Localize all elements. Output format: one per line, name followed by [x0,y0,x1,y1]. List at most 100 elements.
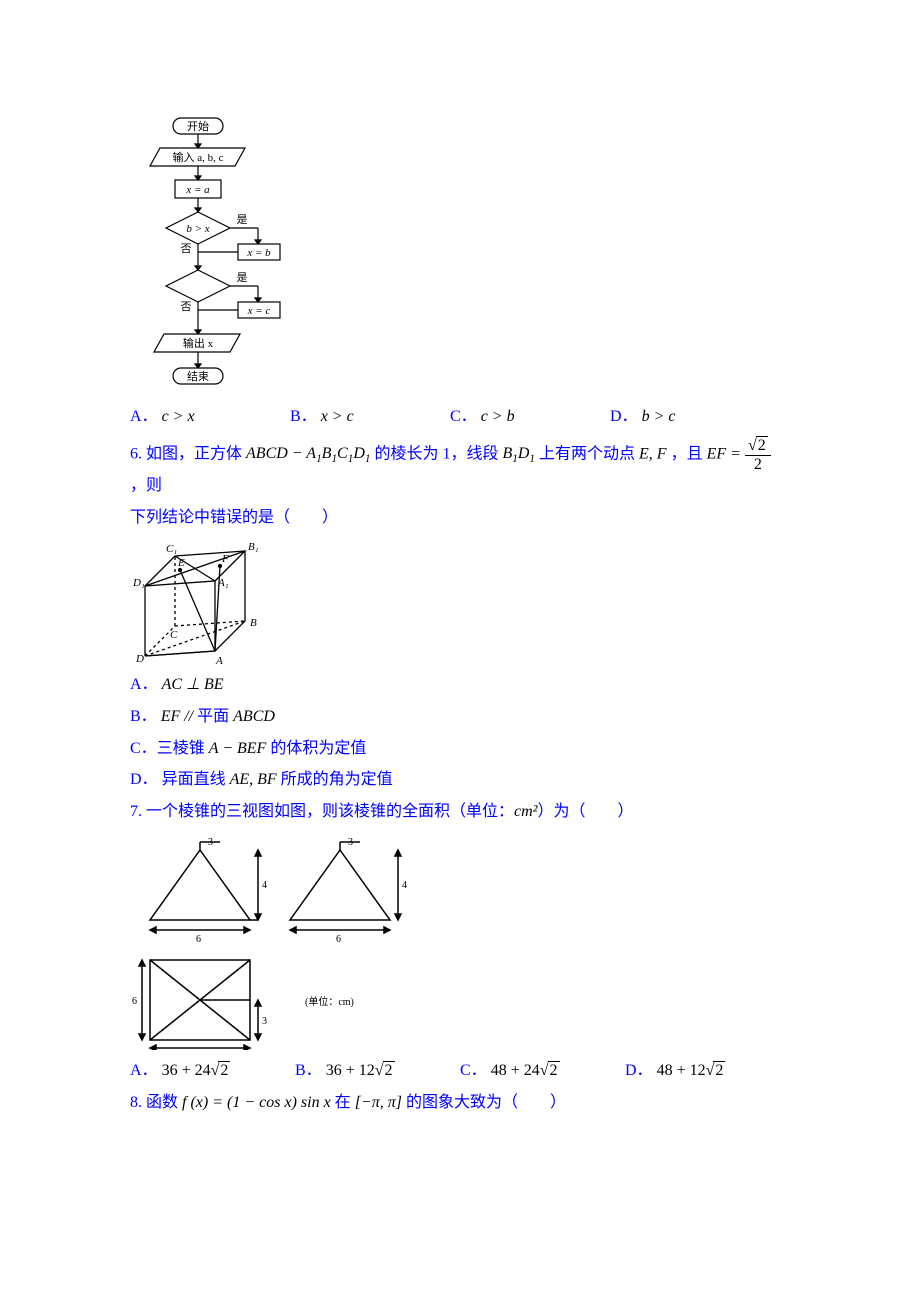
fraction: 2 2 [745,436,771,473]
text: 7. 一个棱锥的三视图如图，则该棱锥的全面积（单位： [130,803,514,820]
opt-text: 异面直线 [158,771,230,788]
svg-text:A₁: A₁ [217,577,229,589]
svg-text:否: 否 [181,301,192,313]
opt-label: B． [290,408,317,425]
q6-stem-line1: 6. 如图，正方体 ABCD − A1B1C1D1 的棱长为 1，线段 B1D1… [130,436,790,499]
svg-text:A: A [215,655,223,666]
svg-text:6: 6 [196,934,201,945]
opt-expr: 36 + 122 [326,1062,395,1079]
opt-text: 所成的角为定值 [277,771,393,788]
svg-text:x = a: x = a [185,184,210,196]
flowchart-svg: 开始 输入 a, b, c x = a b > x 是 [130,116,300,396]
q5-opt-a: A． c > x [130,402,290,426]
cube-name: ABCD − A1B1C1D1 [246,445,370,462]
text: 8. 函数 [130,1094,182,1111]
opt-expr: b > c [642,408,676,425]
opt-expr: c > x [162,408,195,425]
opt-label: C． [130,740,157,757]
text: ，则 [130,477,162,494]
q6-opt-d: D． 异面直线 AE, BF 所成的角为定值 [130,767,790,793]
svg-text:结束: 结束 [187,370,209,383]
opt-label: A． [130,1062,158,1079]
opt-label: B． [130,708,157,725]
q5-opt-b: B． x > c [290,402,450,426]
opt-label: A． [130,408,158,425]
q5-opt-c: C． c > b [450,402,610,426]
text: 的棱长为 1，线段 [374,445,502,462]
svg-text:x = c: x = c [247,305,271,317]
opt-expr: 48 + 242 [491,1062,560,1079]
svg-text:否: 否 [181,243,192,255]
opt-expr: AC ⊥ BE [162,676,224,693]
opt-expr: A − BEF [209,740,267,757]
svg-text:4: 4 [262,880,267,891]
svg-text:b > x: b > x [186,223,209,235]
svg-text:C₁: C₁ [166,543,177,555]
q7-opt-c: C． 48 + 242 [460,1056,625,1080]
cube-svg: D A B C D₁ A₁ B₁ C₁ E F [130,536,270,666]
svg-text:(单位：cm): (单位：cm) [305,995,354,1008]
text: 在 [335,1094,355,1111]
svg-text:E: E [177,557,185,569]
opt-expr: c > b [481,408,515,425]
opt-label: D． [610,408,638,425]
q7-opt-a: A． 36 + 242 [130,1056,295,1080]
text: ）为（ ） [537,803,633,820]
q6-opt-c: C．三棱锥 A − BEF 的体积为定值 [130,736,790,762]
segment: B1D1 [502,445,535,462]
q6-opt-a: A． AC ⊥ BE [130,672,790,698]
svg-text:B: B [250,617,257,629]
text: 的图象大致为（ ） [406,1094,566,1111]
points: E, F [639,445,667,462]
svg-text:x = b: x = b [246,247,271,259]
opt-expr: AE, BF [230,771,277,788]
svg-text:6: 6 [336,934,341,945]
opt-label: D． [625,1062,653,1079]
text: 上有两个动点 [539,445,639,462]
q7-options: A． 36 + 242 B． 36 + 122 C． 48 + 242 D． 4… [130,1056,790,1080]
q7-opt-d: D． 48 + 122 [625,1056,790,1080]
opt-text: 平面 [197,708,233,725]
opt-label: A． [130,676,158,693]
text: ，且 [671,445,707,462]
q6-opt-b: B． EF // 平面 ABCD [130,704,790,730]
svg-text:3: 3 [208,837,213,848]
svg-text:输出 x: 输出 x [183,336,214,350]
unit: cm² [514,803,537,820]
opt-label: B． [295,1062,322,1079]
opt-text: 的体积为定值 [266,740,366,757]
svg-text:C: C [170,629,178,641]
interval: [−π, π] [355,1094,402,1111]
opt-label: D． [130,771,158,788]
q7-stem: 7. 一个棱锥的三视图如图，则该棱锥的全面积（单位：cm²）为（ ） [130,799,790,825]
q6-cube-figure: D A B C D₁ A₁ B₁ C₁ E F [130,536,790,666]
text: 6. 如图，正方体 [130,445,246,462]
svg-text:D: D [135,653,144,665]
flowchart-figure: 开始 输入 a, b, c x = a b > x 是 [130,116,790,396]
opt-label: C． [460,1062,487,1079]
opt-expr: 48 + 122 [657,1062,726,1079]
svg-text:D₁: D₁ [132,577,145,589]
q5-options: A． c > x B． x > c C． c > b D． b > c [130,402,790,426]
svg-text:F: F [221,553,229,565]
q7-opt-b: B． 36 + 122 [295,1056,460,1080]
opt-text: 三棱锥 [157,740,209,757]
svg-text:4: 4 [402,880,407,891]
opt-expr: EF // [161,708,197,725]
svg-text:输入 a, b, c: 输入 a, b, c [172,150,223,164]
q6-stem-line2: 下列结论中错误的是（ ） [130,505,790,531]
func: f (x) = (1 − cos x) sin x [182,1094,331,1111]
svg-text:6: 6 [132,996,137,1007]
q5-opt-d: D． b > c [610,402,770,426]
q7-views-figure: 6 3 4 6 3 4 [130,830,790,1050]
opt-expr: 36 + 242 [162,1062,231,1079]
svg-text:开始: 开始 [187,119,209,133]
svg-text:是: 是 [237,213,248,226]
opt-expr2: ABCD [233,708,275,725]
svg-text:3: 3 [348,837,353,848]
three-views-svg: 6 3 4 6 3 4 [130,830,450,1050]
svg-text:B₁: B₁ [248,541,259,553]
svg-text:是: 是 [237,271,248,284]
opt-label: C． [450,408,477,425]
opt-expr: x > c [321,408,354,425]
